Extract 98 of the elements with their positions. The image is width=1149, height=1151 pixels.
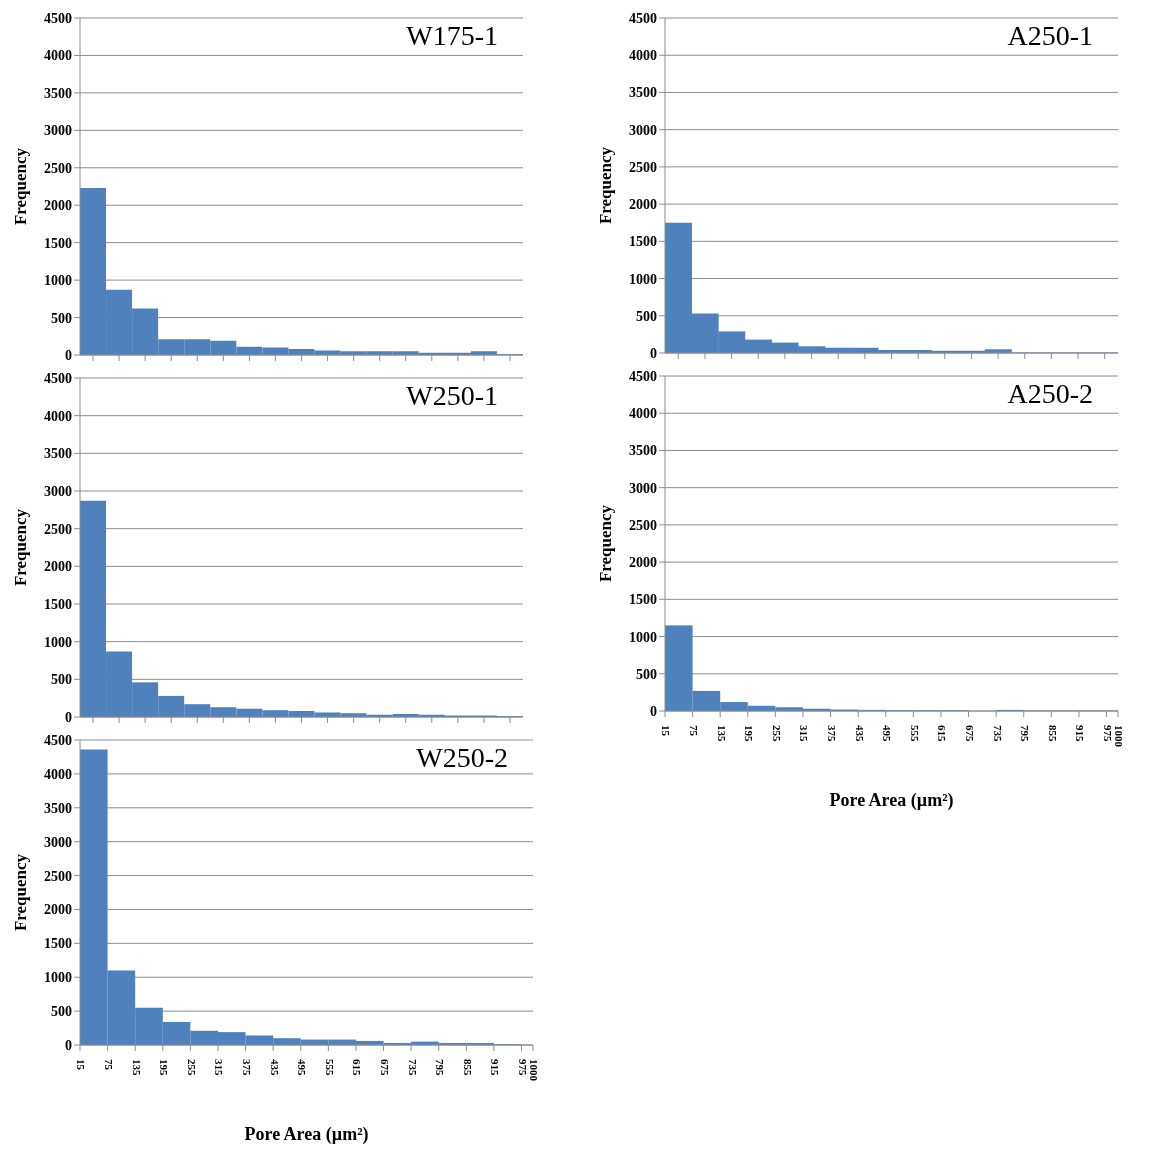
- y-tick-label: 1000: [629, 629, 657, 645]
- y-tick-label: 1500: [44, 596, 72, 612]
- y-tick-label: 2000: [44, 902, 72, 918]
- chart-title: W175-1: [406, 20, 498, 52]
- x-tick-label: 375: [826, 725, 839, 742]
- x-tick-label: 135: [715, 725, 728, 742]
- y-tick-label: 3500: [44, 446, 72, 462]
- x-tick-label: 615: [936, 725, 949, 742]
- x-tick-label: 1000: [1113, 725, 1126, 748]
- x-tick-label: 315: [213, 1059, 226, 1076]
- y-tick-label: 500: [636, 666, 657, 682]
- y-tick-label: 4500: [44, 732, 72, 748]
- y-tick-label: 1000: [629, 271, 657, 287]
- x-tick-label: 195: [158, 1059, 171, 1076]
- y-tick-label: 0: [65, 347, 72, 363]
- y-tick-label: 2000: [44, 559, 72, 575]
- x-tick-label: 195: [743, 725, 756, 742]
- x-tick-label: 15: [660, 725, 673, 737]
- x-axis-title: Pore Area (µm²): [244, 1124, 369, 1145]
- chart-title: A250-2: [1007, 378, 1093, 410]
- y-tick-label: 2500: [629, 159, 657, 175]
- x-tick-label: 435: [853, 725, 866, 742]
- y-tick-label: 2500: [44, 521, 72, 537]
- y-axis-title: Frequency: [11, 853, 31, 932]
- y-tick-label: 1000: [44, 273, 72, 289]
- y-tick-label: 4000: [44, 408, 72, 424]
- chart-title: A250-1: [1007, 20, 1093, 52]
- y-tick-label: 2000: [44, 198, 72, 214]
- chart-title: W250-1: [406, 380, 498, 412]
- x-tick-label: 915: [1074, 725, 1087, 742]
- y-tick-label: 3000: [44, 483, 72, 499]
- x-tick-label: 255: [770, 725, 783, 742]
- x-tick-label: 855: [461, 1059, 474, 1076]
- x-tick-label: 255: [185, 1059, 198, 1076]
- y-tick-label: 3000: [629, 480, 657, 496]
- y-tick-label: 1500: [629, 234, 657, 250]
- y-tick-label: 4000: [629, 48, 657, 64]
- x-tick-label: 555: [323, 1059, 336, 1076]
- y-tick-label: 2500: [629, 517, 657, 533]
- y-tick-label: 3500: [629, 443, 657, 459]
- x-tick-label: 795: [1019, 725, 1032, 742]
- chart-title: W250-2: [416, 742, 508, 774]
- x-tick-label: 915: [489, 1059, 502, 1076]
- y-tick-label: 4000: [44, 48, 72, 64]
- y-tick-label: 0: [65, 709, 72, 725]
- y-axis-title: Frequency: [11, 508, 31, 587]
- y-axis-title: Frequency: [11, 147, 31, 226]
- x-tick-label: 1000: [528, 1059, 541, 1082]
- y-tick-label: 1000: [44, 970, 72, 986]
- x-tick-label: 495: [881, 725, 894, 742]
- x-tick-label: 675: [964, 725, 976, 742]
- y-tick-label: 4500: [44, 10, 72, 26]
- y-tick-label: 500: [51, 310, 72, 326]
- x-tick-label: 495: [296, 1059, 309, 1076]
- x-tick-label: 135: [130, 1059, 143, 1076]
- y-tick-label: 0: [65, 1037, 72, 1053]
- y-tick-label: 2000: [629, 197, 657, 213]
- y-tick-label: 4000: [44, 766, 72, 782]
- y-tick-label: 4000: [629, 406, 657, 422]
- y-tick-label: 3500: [44, 85, 72, 101]
- x-tick-label: 975: [516, 1059, 529, 1076]
- x-tick-label: 795: [434, 1059, 447, 1076]
- y-tick-label: 0: [650, 703, 657, 719]
- y-tick-label: 4500: [44, 370, 72, 386]
- x-tick-label: 75: [688, 725, 701, 737]
- y-tick-label: 1500: [629, 592, 657, 608]
- y-tick-label: 1000: [44, 634, 72, 650]
- y-tick-label: 4500: [629, 368, 657, 384]
- y-tick-label: 500: [636, 308, 657, 324]
- y-tick-label: 1500: [44, 235, 72, 251]
- y-tick-label: 3000: [44, 834, 72, 850]
- x-tick-label: 435: [268, 1059, 281, 1076]
- y-tick-label: 0: [650, 345, 657, 361]
- y-tick-label: 2000: [629, 555, 657, 571]
- y-tick-label: 3000: [44, 123, 72, 139]
- x-tick-label: 75: [103, 1059, 116, 1071]
- y-tick-label: 4500: [629, 10, 657, 26]
- x-tick-label: 975: [1101, 725, 1114, 742]
- y-axis-title: Frequency: [596, 146, 616, 225]
- x-tick-label: 555: [908, 725, 921, 742]
- y-tick-label: 3500: [629, 85, 657, 101]
- x-tick-label: 675: [379, 1059, 391, 1076]
- y-tick-label: 2500: [44, 160, 72, 176]
- x-tick-label: 735: [991, 725, 1004, 742]
- y-tick-label: 2500: [44, 868, 72, 884]
- x-tick-label: 315: [798, 725, 811, 742]
- y-tick-label: 3500: [44, 800, 72, 816]
- x-tick-label: 615: [351, 1059, 364, 1076]
- y-tick-label: 3000: [629, 122, 657, 138]
- x-axis-title: Pore Area (µm²): [829, 790, 954, 811]
- y-tick-label: 500: [51, 672, 72, 688]
- x-tick-label: 375: [241, 1059, 254, 1076]
- y-tick-label: 1500: [44, 936, 72, 952]
- y-tick-label: 500: [51, 1004, 72, 1020]
- y-axis-title: Frequency: [596, 504, 616, 583]
- x-tick-label: 735: [406, 1059, 419, 1076]
- x-tick-label: 15: [75, 1059, 88, 1071]
- x-tick-label: 855: [1046, 725, 1059, 742]
